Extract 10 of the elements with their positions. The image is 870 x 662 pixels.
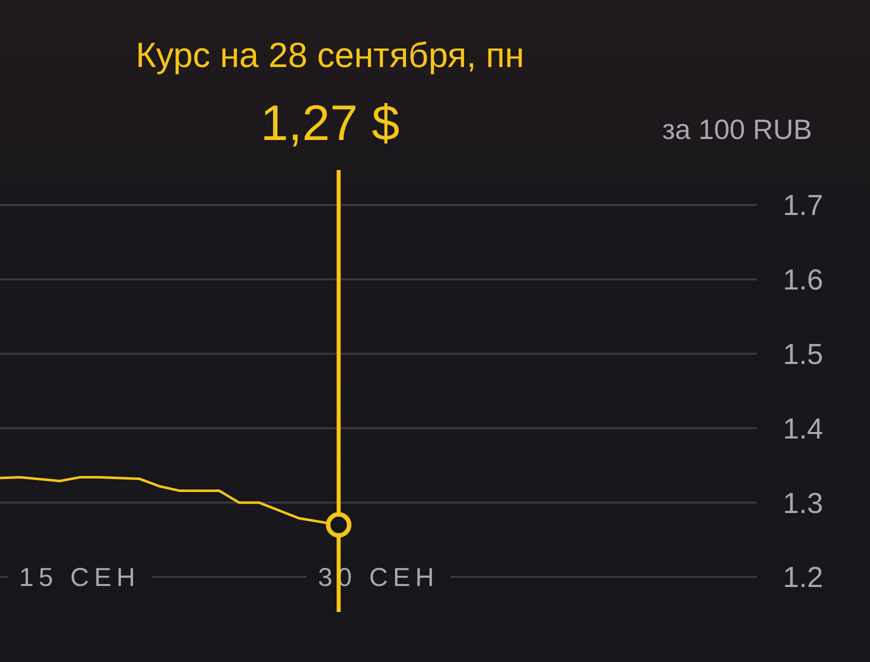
y-tick-label: 1.3 xyxy=(782,488,824,520)
y-tick-label: 1.5 xyxy=(782,338,824,371)
y-axis-title: за 100 RUB xyxy=(662,114,812,145)
x-tick-label: 15 СЕН xyxy=(19,562,140,592)
text: 1,27 $ xyxy=(260,95,400,151)
y-tick-label: 1.2 xyxy=(782,562,824,594)
chart-title: Курс на 28 сентября, пн xyxy=(136,36,524,75)
y-tick-label: 1.6 xyxy=(782,264,824,297)
y-tick-label: 1.7 xyxy=(782,190,824,222)
y-tick-label: 1.4 xyxy=(782,413,824,446)
